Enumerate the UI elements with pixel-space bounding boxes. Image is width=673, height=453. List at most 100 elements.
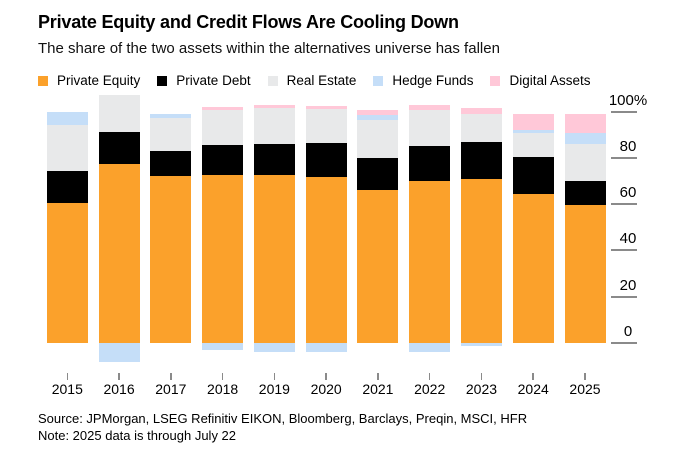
x-axis-tick [428,373,431,380]
bar-segment-2023-real-estate [460,113,502,142]
bar-segment-2018-hedge-funds [202,343,244,350]
x-axis-label: 2025 [569,381,601,397]
bar-segment-2021-private-equity [357,190,399,343]
bar-segment-2018-digital-assets [202,106,244,111]
bar-segment-2019-digital-assets [253,104,295,109]
bar-segment-2025-private-equity [564,205,606,343]
chart-title: Private Equity and Credit Flows Are Cool… [38,12,459,32]
bar-segment-2023-private-debt [460,141,502,179]
y-axis-label: 60 [619,184,637,202]
x-axis-tick [66,373,69,380]
x-axis-tick [221,373,224,380]
y-axis-tick [611,295,637,298]
legend-item-private-equity: Private Equity [38,73,140,88]
bar-segment-2018-private-equity [202,175,244,343]
x-axis-tick [170,373,172,380]
bar-segment-2022-real-estate [409,110,451,147]
legend-swatch-hedge-funds-icon [373,75,384,86]
legend: Private Equity Private Debt Real Estate Hed… [38,73,591,88]
x-axis-label: 2019 [258,381,290,397]
legend-item-digital-assets: Digital Assets [490,73,591,88]
bar-segment-2022-private-debt [409,146,451,181]
bar-segment-2020-private-debt [305,142,347,178]
x-axis-label: 2024 [517,381,549,397]
footer: Source: JPMorgan, LSEG Refinitiv EIKON, … [38,410,527,444]
x-axis-label: 2020 [310,381,342,397]
x-axis-label: 2017 [155,381,187,397]
legend-label: Real Estate [286,73,357,88]
bar-segment-2021-hedge-funds [357,114,399,120]
bar-segment-2024-private-equity [512,193,554,343]
legend-label: Private Equity [57,73,141,88]
bar-segment-2017-hedge-funds [150,113,192,119]
bar-segment-2018-private-debt [202,145,244,176]
bar-segment-2025-private-debt [564,180,606,206]
x-axis-tick [532,373,534,380]
bar-segment-2023-digital-assets [460,108,502,114]
bar-segment-2025-digital-assets [564,113,606,134]
y-axis-tick [611,342,637,344]
bar-segment-2019-private-equity [253,175,295,343]
x-axis-label: 2023 [465,381,498,397]
x-axis-tick [377,373,379,380]
legend-item-real-estate: Real Estate [267,73,357,88]
bar-segment-2015-private-equity [46,202,88,343]
y-axis-label: 20 [619,276,637,294]
x-axis-label: 2018 [207,381,239,397]
bar-segment-2024-real-estate [512,133,554,157]
bar-segment-2016-hedge-funds [98,343,140,362]
bar-segment-2025-real-estate [564,143,606,181]
bar-segment-2020-hedge-funds [305,343,347,353]
bar-segment-2022-digital-assets [409,104,451,111]
source-note: Source: JPMorgan, LSEG Refinitiv EIKON, … [38,411,528,426]
y-axis-tick [611,156,637,159]
bar-segment-2021-private-debt [357,157,399,191]
legend-label: Hedge Funds [392,73,474,88]
y-axis-label: 0 [623,323,633,340]
bar-segment-2022-private-equity [409,180,451,343]
bar-segment-2023-private-equity [460,178,502,343]
legend-item-private-debt: Private Debt [157,73,251,88]
x-axis-tick [584,373,586,380]
y-axis-tick [611,203,637,206]
chart-subtitle: The share of the two assets within the a… [38,40,500,57]
bar-segment-2019-private-debt [253,143,295,176]
legend-swatch-private-debt-icon [157,75,168,86]
bar-segment-2018-real-estate [202,110,244,146]
x-axis-label: 2016 [103,381,135,397]
bar-segment-2022-hedge-funds [409,343,451,353]
bar-segment-2023-hedge-funds [460,343,502,347]
y-axis-label: 80 [619,137,637,155]
bar-segment-2017-private-equity [150,176,192,343]
bar-segment-2015-real-estate [46,125,88,171]
bar-segment-2015-private-debt [46,170,88,203]
legend-label: Digital Assets [509,73,591,88]
bar-segment-2019-real-estate [253,108,295,144]
y-axis-tick [611,110,637,113]
legend-swatch-digital-assets-icon [490,75,501,86]
bar-segment-2015-hedge-funds [46,111,88,126]
x-axis-tick [273,373,276,380]
bar-segment-2017-private-debt [150,150,192,177]
bar-segment-2024-hedge-funds [512,130,554,134]
legend-swatch-private-equity-icon [38,75,48,86]
legend-item-hedge-funds: Hedge Funds [373,73,473,88]
bar-segment-2016-real-estate [98,95,140,133]
bar-segment-2020-real-estate [305,109,347,143]
x-axis-label: 2015 [51,381,83,397]
bar-segment-2016-private-equity [98,163,140,343]
y-axis-label: 40 [619,230,637,248]
bar-segment-2020-private-equity [305,177,347,343]
bar-segment-2021-digital-assets [357,110,399,115]
bar-segment-2021-real-estate [357,119,399,158]
bar-segment-2024-digital-assets [512,113,554,131]
y-axis-label: 100% [608,91,648,109]
bar-segment-2025-hedge-funds [564,133,606,144]
x-axis-label: 2021 [362,381,394,397]
bar-segment-2016-private-debt [98,132,140,164]
data-note: Note: 2025 data is through July 22 [38,428,237,443]
legend-label: Private Debt [176,73,251,88]
x-axis-tick [325,373,327,380]
legend-swatch-real-estate-icon [267,75,278,86]
